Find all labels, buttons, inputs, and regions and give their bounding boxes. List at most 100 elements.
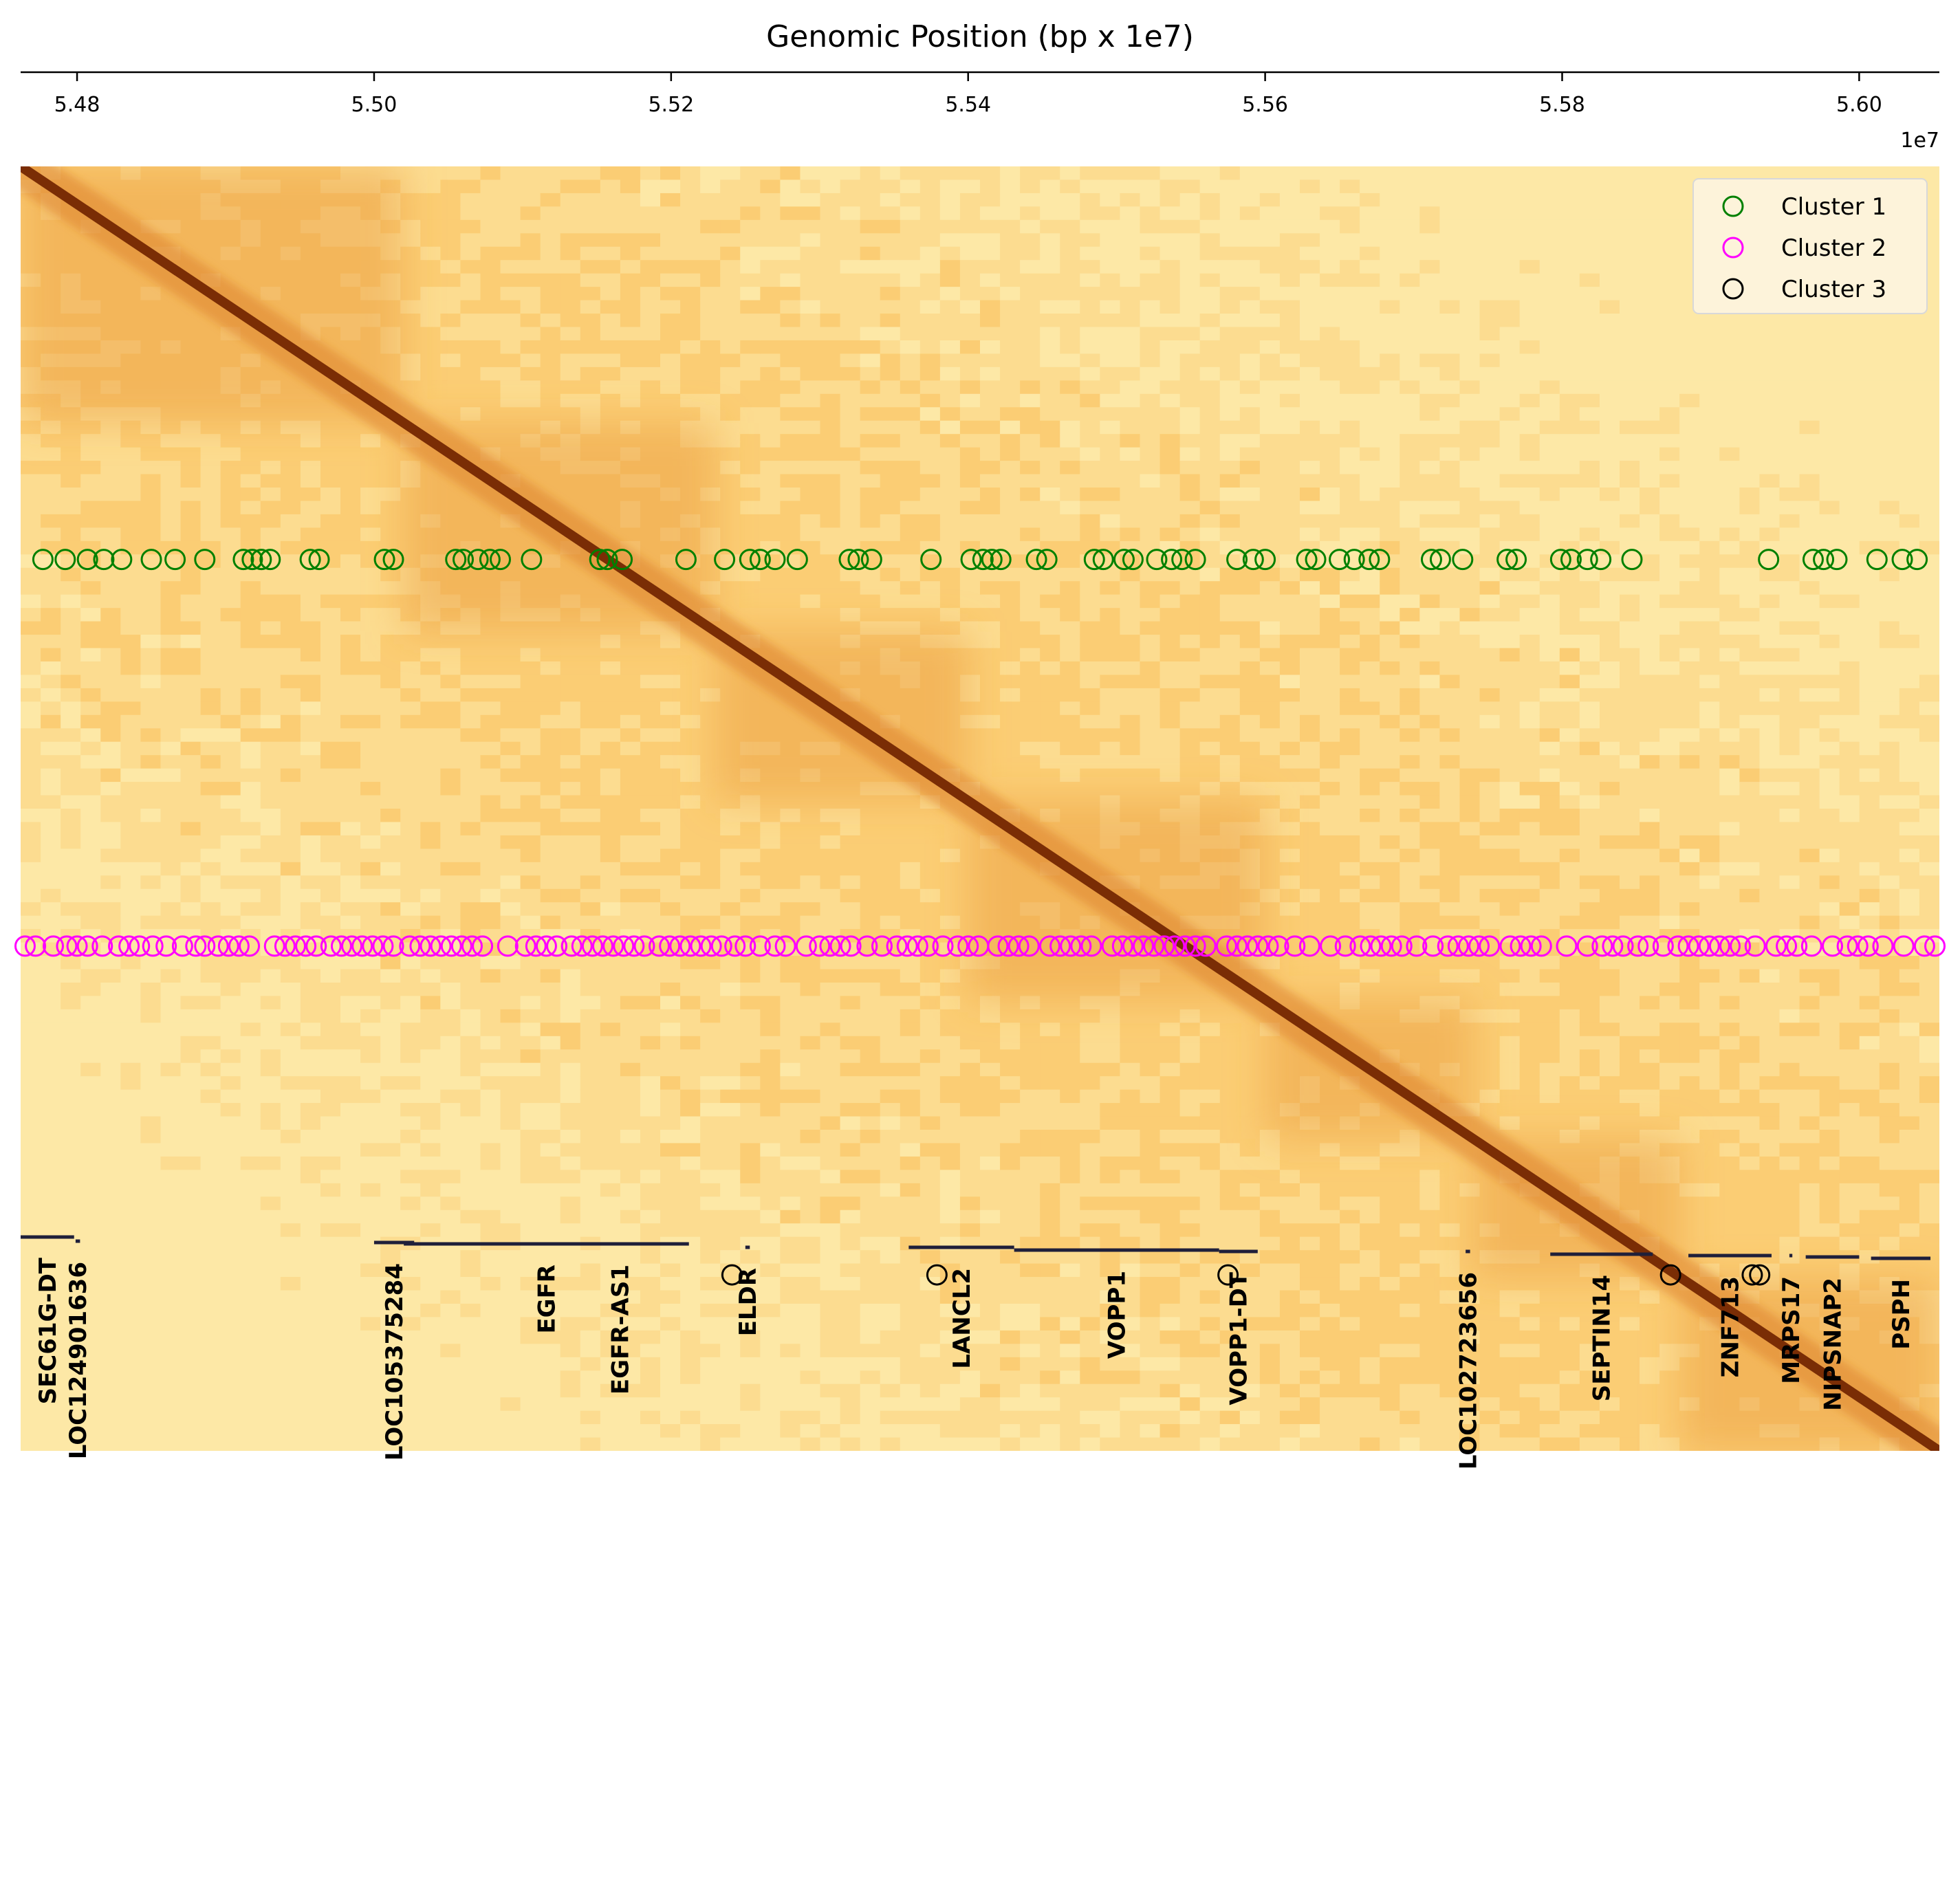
heatmap-cell [41, 1049, 61, 1064]
heatmap-cell [320, 809, 341, 823]
heatmap-cell [1000, 527, 1021, 542]
heatmap-cell [80, 1116, 101, 1130]
heatmap-cell [740, 193, 761, 207]
heatmap-cell [200, 675, 221, 689]
heatmap-cell [1000, 206, 1021, 221]
heatmap-cell [280, 862, 301, 876]
heatmap-cell [820, 835, 841, 849]
heatmap-cell [700, 1076, 721, 1091]
heatmap-cell [740, 407, 761, 422]
heatmap-cell [919, 1437, 941, 1451]
heatmap-cell [260, 1290, 281, 1304]
heatmap-cell [480, 996, 501, 1010]
heatmap-cell [420, 1263, 441, 1278]
heatmap-cell [660, 635, 681, 649]
heatmap-cell [80, 1370, 101, 1385]
heatmap-cell [800, 340, 821, 355]
heatmap-cell [80, 1076, 101, 1091]
heatmap-cell [340, 1076, 361, 1091]
heatmap-cell [680, 1437, 701, 1451]
heatmap-cell [660, 782, 681, 796]
heatmap-cell [760, 982, 781, 997]
heatmap-cell [520, 1116, 541, 1130]
heatmap-cell [820, 1370, 841, 1385]
heatmap-cell [120, 1062, 141, 1077]
heatmap-cell [860, 1183, 881, 1197]
heatmap-cell [939, 1183, 961, 1197]
heatmap-cell [140, 434, 162, 448]
heatmap-cell [720, 1424, 741, 1438]
heatmap-cell [780, 567, 801, 582]
heatmap-cell [320, 888, 341, 903]
heatmap-cell [640, 956, 661, 970]
heatmap-cell [700, 1263, 721, 1278]
heatmap-cell [260, 688, 281, 702]
heatmap-cell [440, 1130, 461, 1144]
heatmap-cell [480, 1410, 501, 1425]
heatmap-cell [1000, 741, 1021, 756]
heatmap-cell [540, 1263, 561, 1278]
heatmap-cell [919, 527, 941, 542]
heatmap-cell [260, 621, 281, 635]
heatmap-cell [820, 1223, 841, 1238]
heatmap-cell [320, 474, 341, 488]
heatmap-cell [560, 260, 581, 274]
heatmap-cell [640, 1116, 661, 1130]
heatmap-cell [100, 1410, 121, 1425]
heatmap-cell [380, 1049, 401, 1064]
heatmap-cell [440, 1250, 461, 1265]
heatmap-cell [780, 1076, 801, 1091]
heatmap-cell [480, 1370, 501, 1385]
heatmap-cell [340, 648, 361, 662]
heatmap-cell [440, 206, 461, 221]
heatmap-cell [500, 353, 521, 368]
heatmap-cell [540, 206, 561, 221]
heatmap-cell [540, 1250, 561, 1265]
heatmap-cell [980, 260, 1001, 274]
heatmap-cell [740, 420, 761, 435]
heatmap-cell [100, 661, 121, 676]
heatmap-cell [500, 1437, 521, 1451]
heatmap-cell [800, 447, 821, 461]
heatmap-cell [980, 1223, 1001, 1238]
heatmap-cell [760, 888, 781, 903]
heatmap-cell [440, 875, 461, 890]
heatmap-cell [640, 1143, 661, 1157]
heatmap-cell [180, 567, 202, 582]
heatmap-cell [680, 1210, 701, 1224]
heatmap-cell [200, 581, 221, 595]
heatmap-cell [980, 1009, 1001, 1023]
heatmap-cell [680, 233, 701, 248]
heatmap-cell [700, 287, 721, 301]
heatmap-cell [860, 1089, 881, 1104]
heatmap-cell [1020, 514, 1041, 528]
heatmap-cell [480, 888, 501, 903]
heatmap-cell [780, 1223, 801, 1238]
heatmap-cell [880, 956, 901, 970]
heatmap-cell [880, 835, 901, 849]
heatmap-cell [500, 1370, 521, 1385]
heatmap-cell [939, 1170, 961, 1184]
heatmap-cell [540, 219, 561, 234]
heatmap-cell [800, 1143, 821, 1157]
heatmap-cell [880, 540, 901, 555]
heatmap-cell [320, 902, 341, 917]
heatmap-cell [800, 1330, 821, 1344]
heatmap-cell [220, 648, 241, 662]
heatmap-cell [580, 393, 601, 408]
heatmap-cell [500, 1170, 521, 1184]
heatmap-cell [919, 420, 941, 435]
heatmap-cell [900, 1049, 921, 1064]
heatmap-cell [980, 1156, 1001, 1170]
heatmap-cell [520, 260, 541, 274]
heatmap-cell [340, 1344, 361, 1358]
heatmap-cell [100, 1022, 121, 1037]
heatmap-cell [340, 594, 361, 609]
heatmap-cell [820, 1130, 841, 1144]
heatmap-cell [880, 393, 901, 408]
heatmap-cell [280, 1143, 301, 1157]
heatmap-cell [740, 1143, 761, 1157]
heatmap-cell [120, 621, 141, 635]
heatmap-cell [140, 1116, 162, 1130]
heatmap-cell [880, 300, 901, 314]
